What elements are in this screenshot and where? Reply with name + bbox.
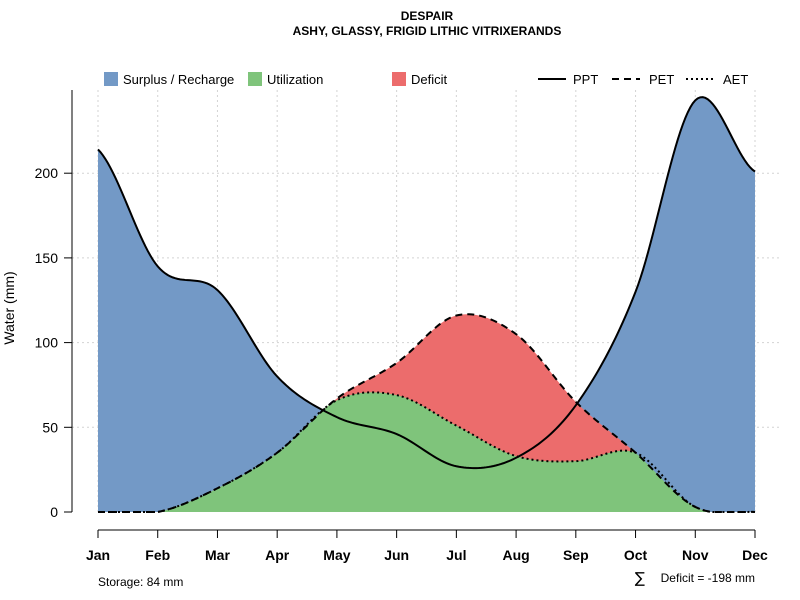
- y-tick-label-150: 150: [35, 250, 59, 266]
- x-tick-label-dec: Dec: [742, 547, 768, 563]
- x-tick-label-may: May: [323, 547, 350, 563]
- y-tick-label-50: 50: [42, 419, 58, 435]
- legend-label-surplus: Surplus / Recharge: [123, 72, 234, 87]
- area-surplus-over-pet: [98, 97, 755, 513]
- legend: Surplus / Recharge Utilization Deficit P…: [104, 72, 748, 87]
- storage-note: Storage: 84 mm: [98, 575, 183, 589]
- deficit-note: Deficit = -198 mm: [661, 571, 755, 585]
- x-tick-label-jan: Jan: [86, 547, 110, 563]
- series-lines: [97, 96, 756, 513]
- y-tick-label-200: 200: [35, 165, 59, 181]
- legend-label-aet: AET: [723, 72, 748, 87]
- legend-label-pet: PET: [649, 72, 674, 87]
- chart-title: DESPAIR: [401, 9, 454, 23]
- legend-swatch-utilization: [248, 72, 262, 86]
- series-line-pet: [98, 313, 756, 513]
- area-fills: [98, 97, 755, 513]
- x-tick-label-jun: Jun: [384, 547, 409, 563]
- x-tick-label-aug: Aug: [502, 547, 529, 563]
- legend-label-ppt: PPT: [573, 72, 598, 87]
- x-tick-label-sep: Sep: [563, 547, 589, 563]
- y-axis-label: Water (mm): [1, 271, 17, 344]
- axes: 0 50 100 150 200 Jan Feb Mar Apr May Jun Jul Aug Sep O…: [35, 90, 768, 563]
- y-tick-label-0: 0: [50, 504, 58, 520]
- legend-swatch-surplus: [104, 72, 118, 86]
- legend-swatch-deficit: [392, 72, 406, 86]
- sum-symbol: ∑: [635, 569, 645, 587]
- y-tick-label-100: 100: [35, 335, 59, 351]
- x-tick-label-mar: Mar: [205, 547, 230, 563]
- x-tick-label-apr: Apr: [265, 547, 290, 563]
- x-tick-label-oct: Oct: [624, 547, 648, 563]
- series-line-ppt: [97, 96, 756, 470]
- x-tick-label-jul: Jul: [446, 547, 466, 563]
- x-tick-label-feb: Feb: [145, 547, 170, 563]
- chart-subtitle: ASHY, GLASSY, FRIGID LITHIC VITRIXERANDS: [293, 24, 562, 38]
- x-tick-label-nov: Nov: [682, 547, 709, 563]
- legend-label-utilization: Utilization: [267, 72, 323, 87]
- legend-label-deficit: Deficit: [411, 72, 448, 87]
